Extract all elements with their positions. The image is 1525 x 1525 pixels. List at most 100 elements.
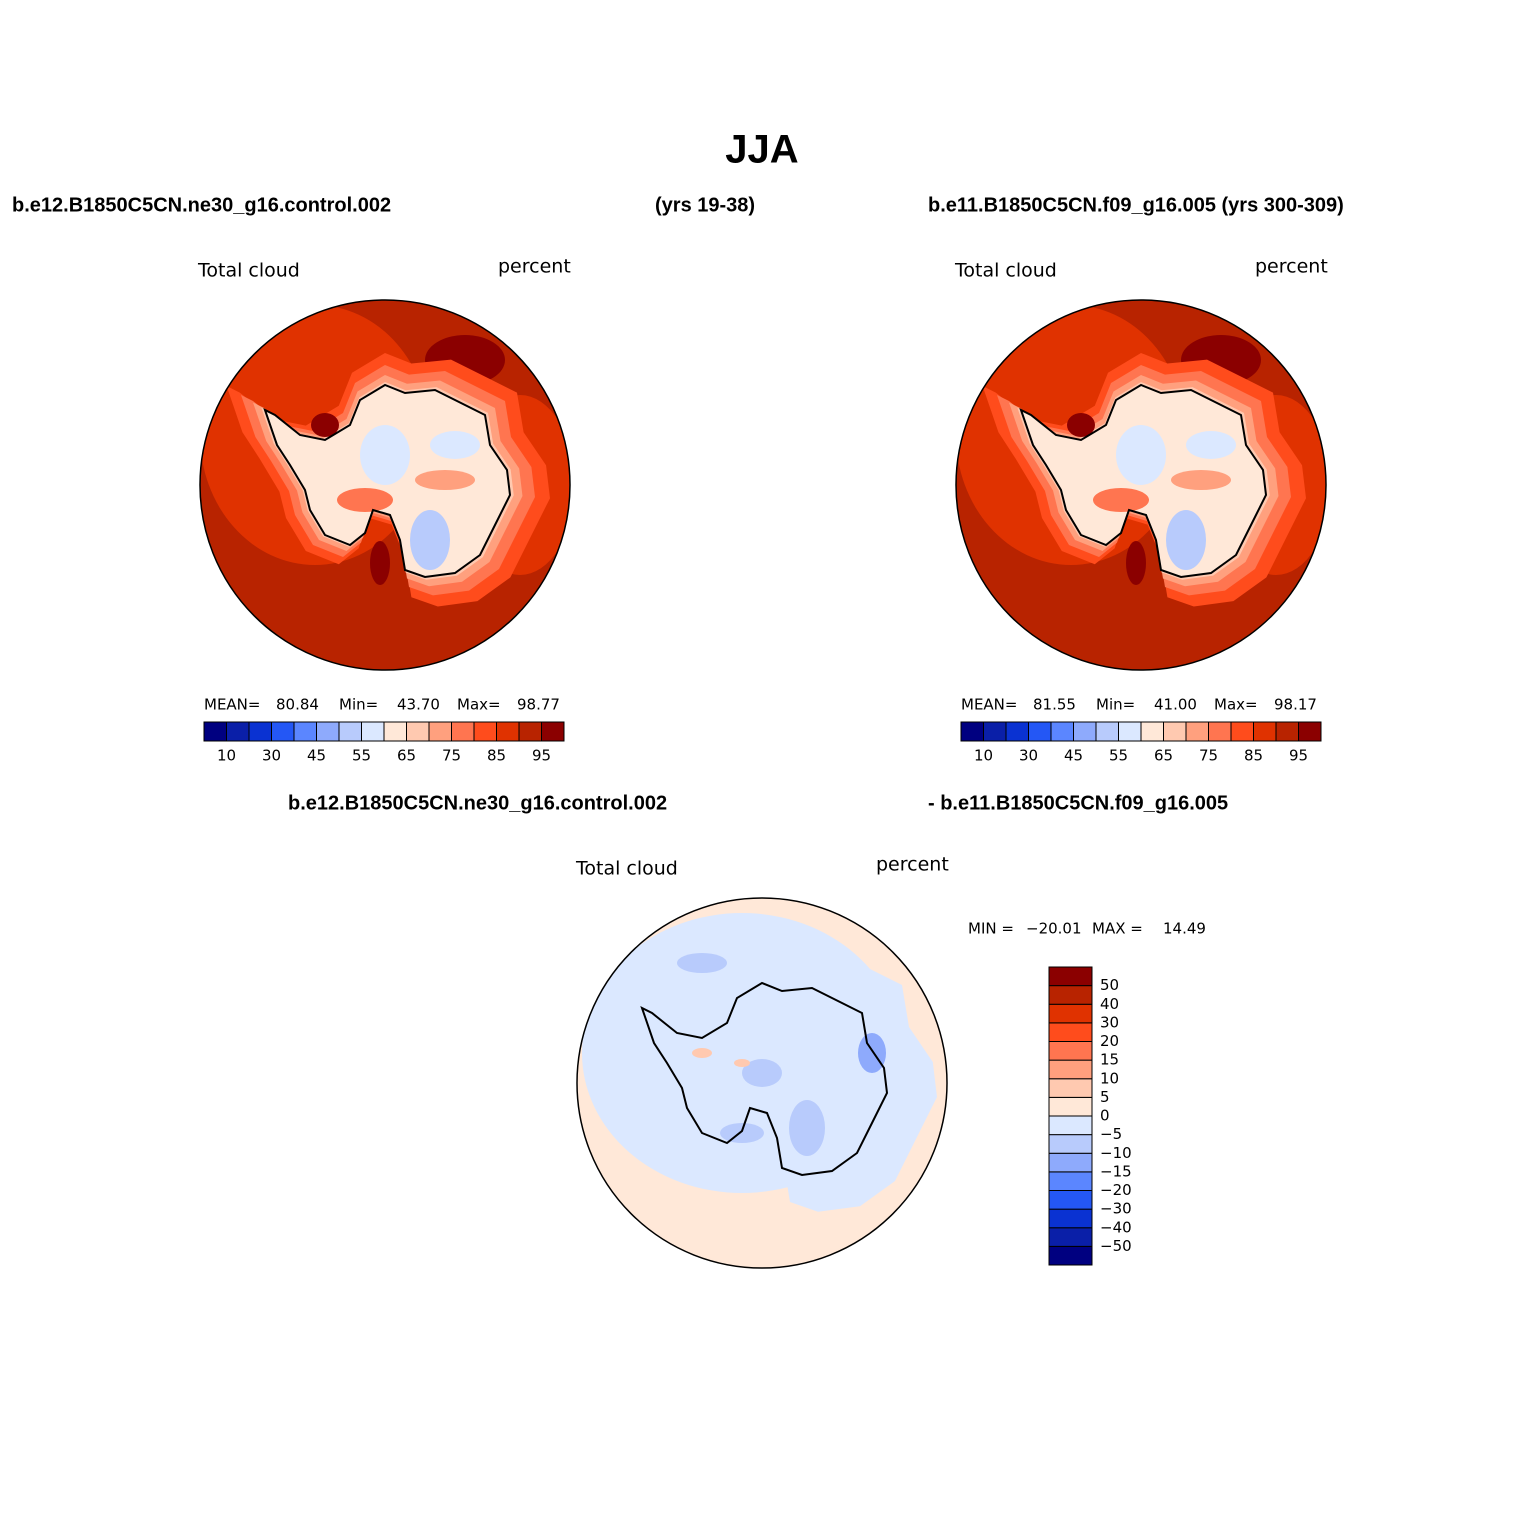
colorbar-label: −5 [1100,1125,1122,1143]
stat-text: MEAN= [204,696,260,714]
colorbar-box [1005,721,1029,742]
stat-text: 81.55 [1033,696,1076,714]
colorbar-box [1048,1041,1093,1061]
colorbar-box [518,721,542,742]
colorbar-box [226,721,250,742]
colorbar-label: 30 [262,747,281,765]
colorbar-label: 85 [487,747,506,765]
colorbar-box [541,721,565,742]
colorbar-box [1048,1245,1093,1266]
colorbar-label: 10 [1100,1069,1119,1087]
map [577,898,947,1268]
stat-text: MAX = [1092,920,1143,938]
colorbar-label: 50 [1100,976,1119,994]
colorbar-box [1048,1134,1093,1154]
colorbar-box [203,721,227,742]
stat-text: 14.49 [1163,920,1206,938]
stat-text: −20.01 [1026,920,1082,938]
case-name: - b.e11.B1850C5CN.f09_g16.005 [928,792,1228,814]
stat-text: 41.00 [1154,696,1197,714]
colorbar-box [1048,1078,1093,1098]
colorbar-box [1048,1152,1093,1173]
colorbar-box [960,721,984,742]
colorbar-box [1050,721,1074,742]
variable-label: Total cloud [954,260,1057,282]
stat-text: Min= [339,696,378,714]
colorbar-label: 5 [1100,1088,1110,1106]
colorbar-box [1048,1022,1093,1042]
colorbar-box [1048,1208,1093,1229]
colorbar-label: 85 [1244,747,1263,765]
colorbar-box [1253,721,1277,742]
colorbar-box [293,721,317,742]
case-name: b.e12.B1850C5CN.ne30_g16.control.002 [288,792,667,814]
colorbar-label: 95 [532,747,551,765]
case-name: b.e12.B1850C5CN.ne30_g16.control.002 [12,194,391,216]
colorbar-label: 75 [1199,747,1218,765]
stat-text: Max= [457,696,501,714]
colorbar-box [361,721,385,742]
colorbar-box [1028,721,1052,742]
colorbar-box [1048,1115,1093,1136]
case-name: b.e11.B1850C5CN.f09_g16.005 (yrs 300-309… [928,194,1344,216]
colorbar-box [1185,721,1209,742]
colorbar-label: 95 [1289,747,1308,765]
stat-text: MIN = [968,920,1014,938]
colorbar-box [1048,1096,1093,1117]
map [956,300,1331,670]
colorbar-box [1048,1171,1093,1191]
colorbar-label: 30 [1100,1013,1119,1031]
colorbar-label: 65 [397,747,416,765]
stat-text: Min= [1096,696,1135,714]
colorbar-label: 0 [1100,1107,1110,1125]
colorbar-box [496,721,520,742]
units-label: percent [1255,256,1328,278]
colorbar-box [271,721,295,742]
colorbar-label: −10 [1100,1144,1132,1162]
colorbar-box [406,721,430,742]
colorbar-box [1048,966,1093,987]
colorbar-label: 65 [1154,747,1173,765]
colorbar-box [1298,721,1322,742]
colorbar-label: 45 [1064,747,1083,765]
colorbar-box [1048,985,1093,1005]
stat-text: 43.70 [397,696,440,714]
colorbar-label: −50 [1100,1237,1132,1255]
stat-text: 98.77 [517,696,560,714]
colorbar-label: 10 [217,747,236,765]
page-title: JJA [725,128,798,172]
colorbar-box [1048,1003,1093,1024]
colorbar-label: 30 [1019,747,1038,765]
colorbar-label: 40 [1100,995,1119,1013]
variable-label: Total cloud [575,858,678,880]
colorbar-label: 75 [442,747,461,765]
colorbar-label: 10 [974,747,993,765]
colorbar-box [1230,721,1254,742]
stat-text: MEAN= [961,696,1017,714]
colorbar-label: 55 [352,747,371,765]
stat-text: Max= [1214,696,1258,714]
colorbar-box [428,721,452,742]
colorbar-box [473,721,497,742]
colorbar-label: −15 [1100,1162,1132,1180]
colorbar-box [1208,721,1232,742]
colorbar-box [316,721,340,742]
map [200,300,575,670]
colorbar-box [248,721,272,742]
colorbar-label: 20 [1100,1032,1119,1050]
colorbar-box [1073,721,1097,742]
colorbar-label: −40 [1100,1218,1132,1236]
colorbar-label: −20 [1100,1181,1132,1199]
colorbar-box [451,721,475,742]
units-label: percent [498,256,571,278]
colorbar-box [1048,1059,1093,1080]
case-years: (yrs 19-38) [655,194,755,216]
colorbar-box [383,721,407,742]
units-label: percent [876,854,949,876]
stat-text: 80.84 [276,696,319,714]
colorbar-box [1275,721,1299,742]
colorbar-box [1140,721,1164,742]
variable-label: Total cloud [197,260,300,282]
colorbar-label: 55 [1109,747,1128,765]
